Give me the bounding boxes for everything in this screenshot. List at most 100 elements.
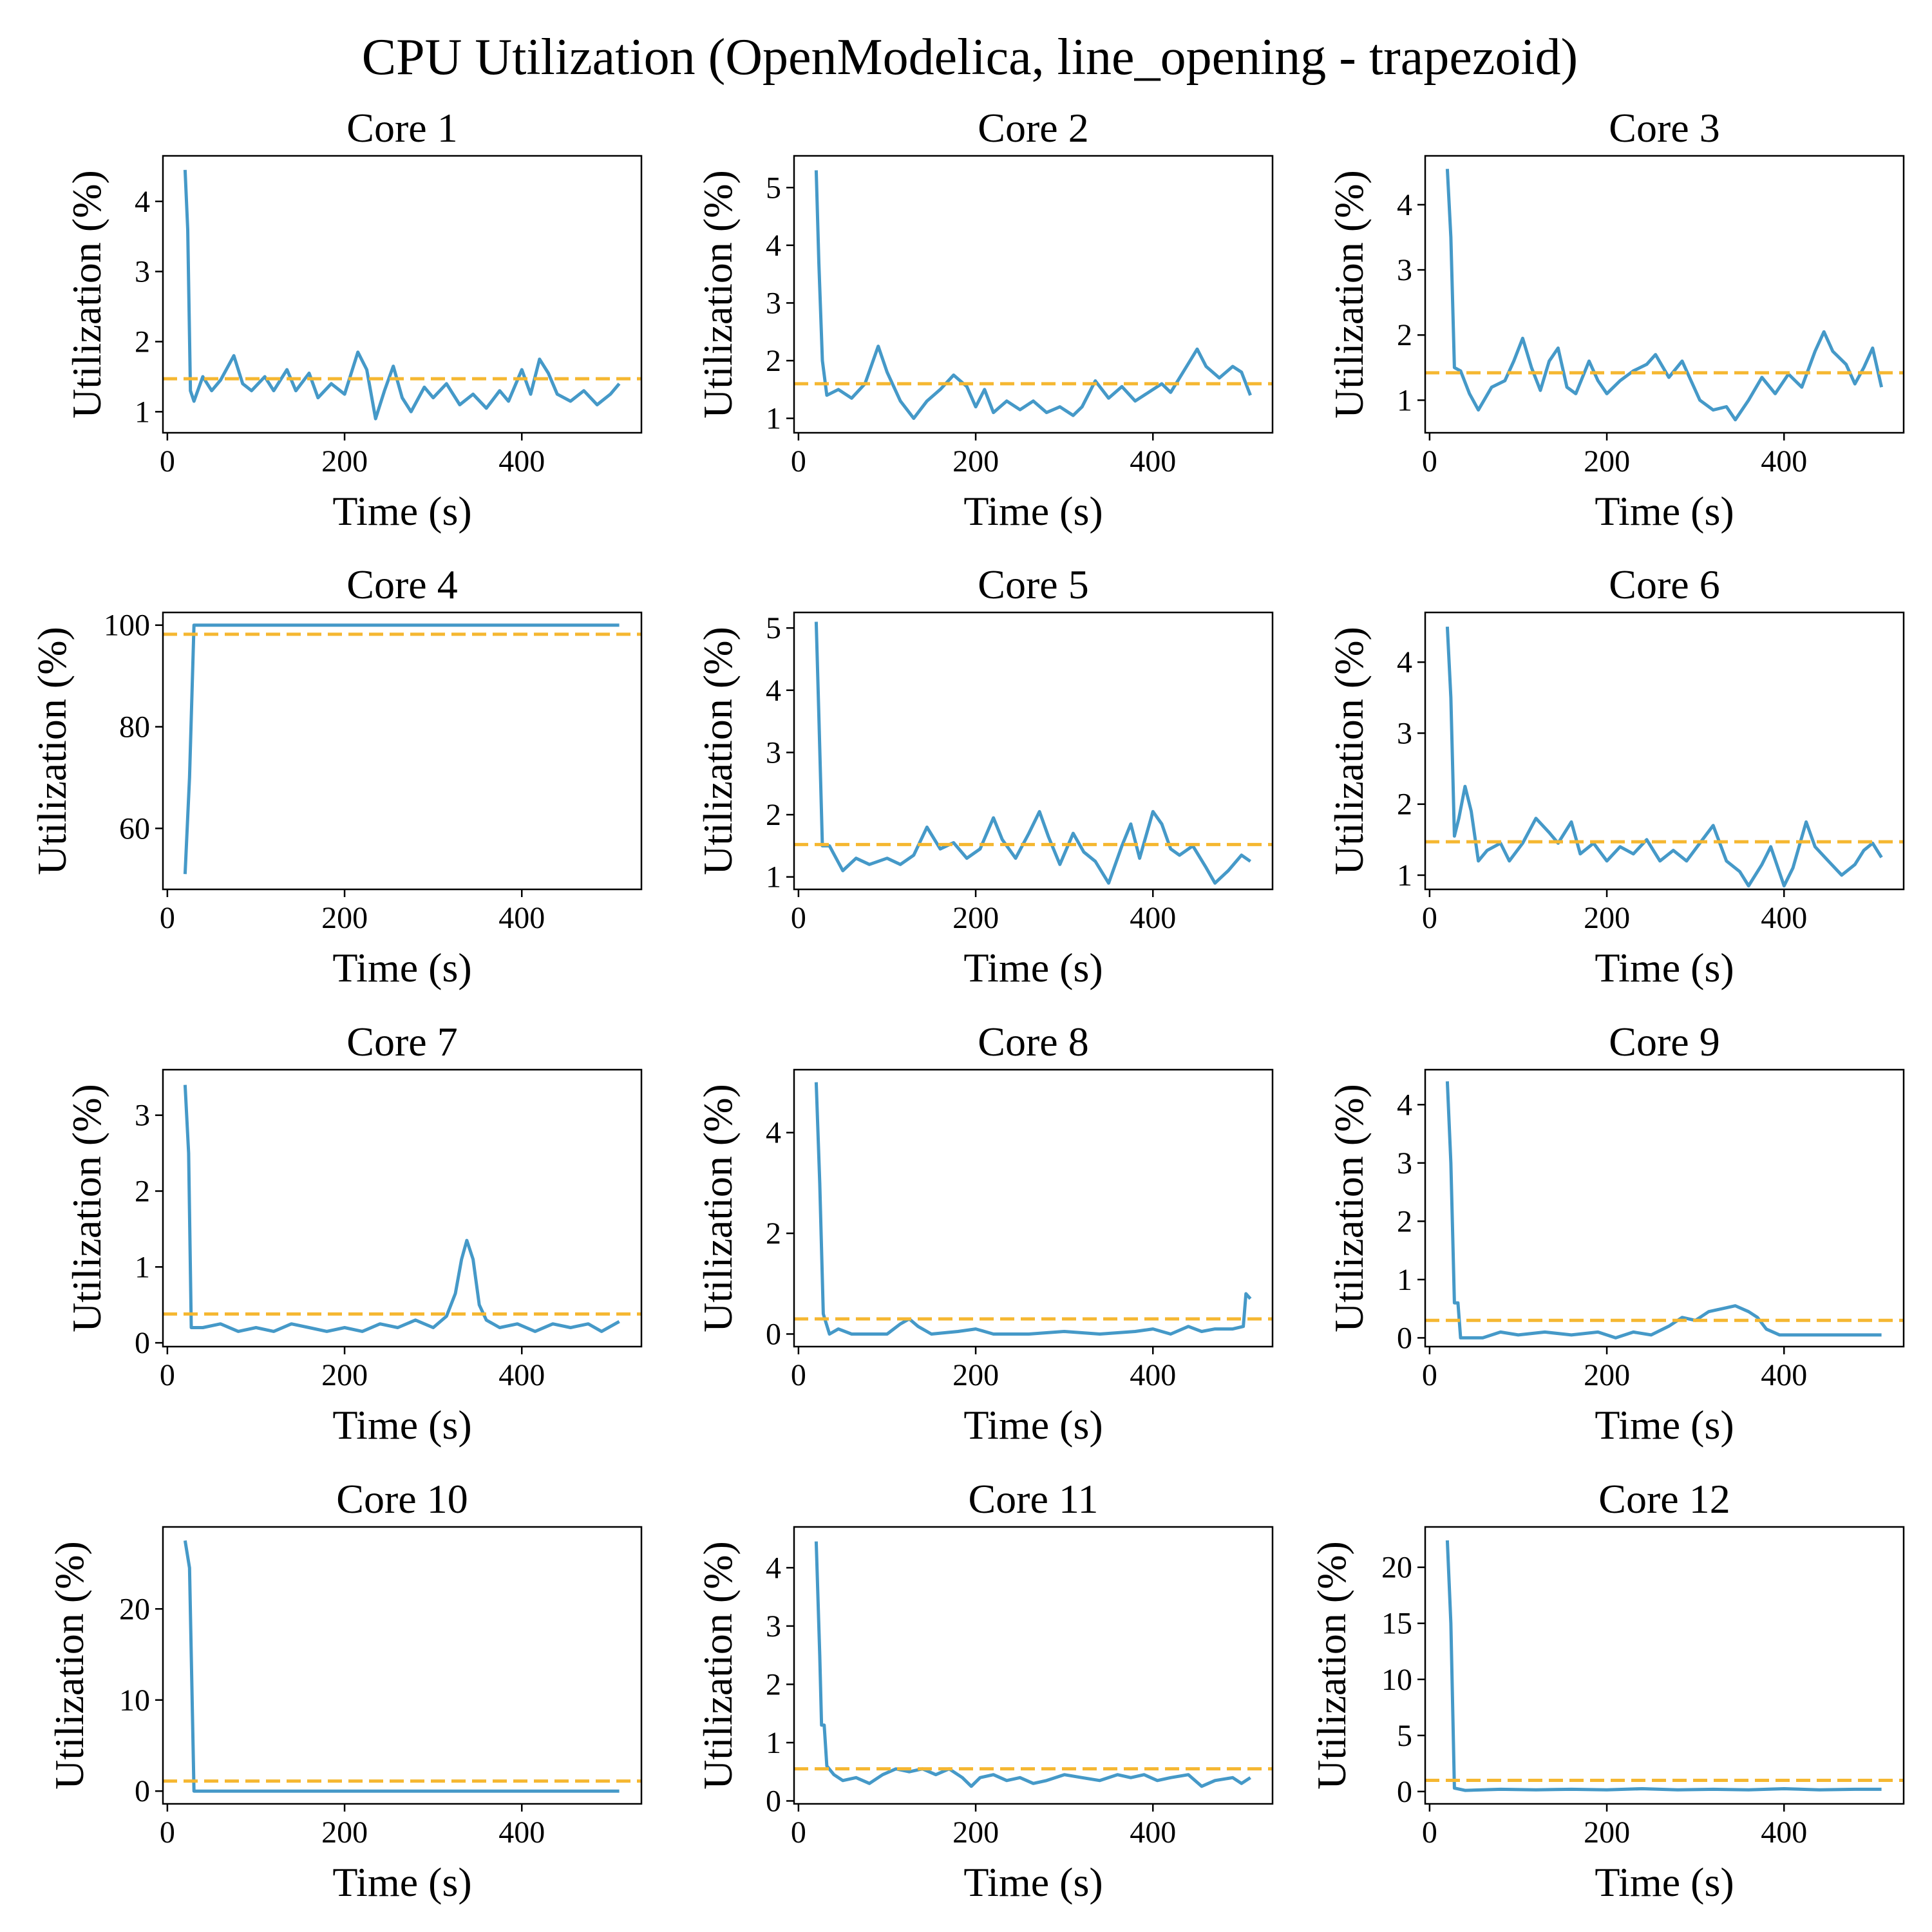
x-tick-label: 0 <box>791 1815 806 1850</box>
y-tick-label: 5 <box>766 171 781 205</box>
x-axis-label: Time (s) <box>332 1859 471 1905</box>
x-tick-label: 200 <box>952 1358 999 1392</box>
y-tick-label: 0 <box>766 1784 781 1818</box>
y-tick-label: 2 <box>766 1217 781 1251</box>
panel-title: Core 2 <box>978 105 1088 151</box>
x-axis-label: Time (s) <box>1595 1402 1734 1448</box>
core-panel: Core 8 0 200 400 0 2 4 Time (s) Utilization (%) <box>695 1019 1274 1448</box>
plot-frame <box>1424 1526 1905 1805</box>
x-axis-label: Time (s) <box>332 488 471 534</box>
x-tick-label: 200 <box>321 444 368 478</box>
y-tick-label: 2 <box>766 798 781 832</box>
y-tick-label: 0 <box>1397 1321 1412 1355</box>
y-tick-label: 100 <box>104 609 150 643</box>
x-tick-label: 0 <box>1422 1815 1437 1850</box>
y-tick-label: 0 <box>766 1317 781 1351</box>
y-tick-label: 10 <box>119 1683 150 1718</box>
y-tick-label: 60 <box>119 811 150 846</box>
y-axis-label: Utilization (%) <box>64 1084 109 1332</box>
y-tick-label: 20 <box>119 1592 150 1626</box>
y-axis-label: Utilization (%) <box>695 627 741 875</box>
plot-frame <box>162 155 643 434</box>
core-panel: Core 7 0 200 400 0 1 2 3 Time (s) Utilization (%) <box>64 1019 643 1448</box>
y-tick-label: 4 <box>766 1116 781 1150</box>
y-tick-label: 3 <box>766 286 781 320</box>
utilization-line <box>183 1540 620 1793</box>
panel-title: Core 6 <box>1609 562 1719 607</box>
x-tick-label: 400 <box>1130 901 1176 935</box>
y-axis-label: Utilization (%) <box>1326 627 1372 875</box>
y-axis-label: Utilization (%) <box>46 1541 92 1790</box>
x-axis-label: Time (s) <box>1595 488 1734 534</box>
y-tick-label: 3 <box>1397 253 1412 287</box>
utilization-line <box>1445 626 1883 887</box>
panel-title: Core 7 <box>346 1019 457 1065</box>
panel-title: Core 11 <box>968 1476 1098 1522</box>
y-tick-label: 3 <box>1397 1146 1412 1180</box>
x-tick-label: 200 <box>952 901 999 935</box>
y-tick-label: 3 <box>135 255 150 289</box>
y-axis-label: Utilization (%) <box>64 170 109 419</box>
y-tick-label: 4 <box>766 1551 781 1585</box>
x-tick-label: 200 <box>321 901 368 935</box>
core-panel: Core 5 0 200 400 1 2 3 4 5 Time (s) Utilization (%… <box>695 562 1274 990</box>
y-axis-label: Utilization (%) <box>695 1084 741 1332</box>
x-tick-label: 400 <box>1130 1815 1176 1850</box>
x-axis-label: Time (s) <box>963 1859 1103 1905</box>
x-tick-label: 200 <box>1584 1358 1630 1392</box>
core-panel: Core 12 0 200 400 0 5 10 15 20 Time (s) Utilizatio… <box>1309 1476 1905 1905</box>
x-tick-label: 0 <box>791 901 806 935</box>
x-axis-label: Time (s) <box>963 1402 1103 1448</box>
x-tick-label: 200 <box>952 1815 999 1850</box>
x-tick-label: 200 <box>1584 1815 1630 1850</box>
y-tick-label: 2 <box>135 1174 150 1208</box>
y-axis-label: Utilization (%) <box>695 1541 741 1790</box>
y-tick-label: 1 <box>766 402 781 436</box>
y-tick-label: 15 <box>1381 1607 1412 1641</box>
y-tick-label: 10 <box>1381 1663 1412 1697</box>
panel-title: Core 4 <box>346 562 457 607</box>
x-tick-label: 400 <box>1761 444 1807 478</box>
plot-frame <box>793 1068 1274 1348</box>
plot-frame <box>1424 155 1905 434</box>
x-tick-label: 0 <box>1422 444 1437 478</box>
x-tick-label: 400 <box>498 444 545 478</box>
y-tick-label: 2 <box>135 325 150 359</box>
core-panel: Core 1 0 200 400 1 2 3 4 Time (s) Utilization (%) <box>64 105 643 534</box>
x-tick-label: 400 <box>498 1358 545 1392</box>
panel-title: Core 1 <box>346 105 457 151</box>
y-tick-label: 2 <box>1397 318 1412 352</box>
y-tick-label: 4 <box>766 229 781 263</box>
x-tick-label: 400 <box>1761 1815 1807 1850</box>
x-axis-label: Time (s) <box>1595 945 1734 990</box>
x-tick-label: 0 <box>160 1358 175 1392</box>
panel-title: Core 5 <box>978 562 1088 607</box>
plot-frame <box>793 155 1274 434</box>
y-tick-label: 1 <box>766 1726 781 1760</box>
plot-frame <box>1424 1068 1905 1348</box>
core-panel: Core 10 0 200 400 0 10 20 Time (s) Utilization (… <box>46 1476 643 1905</box>
y-tick-label: 0 <box>135 1774 150 1808</box>
utilization-line <box>814 1541 1251 1788</box>
x-axis-label: Time (s) <box>332 1402 471 1448</box>
y-tick-label: 5 <box>766 611 781 645</box>
y-axis-label: Utilization (%) <box>695 170 741 419</box>
x-tick-label: 400 <box>1130 444 1176 478</box>
x-tick-label: 0 <box>160 901 175 935</box>
panel-title: Core 12 <box>1598 1476 1730 1522</box>
x-axis-label: Time (s) <box>332 945 471 990</box>
x-tick-label: 0 <box>791 444 806 478</box>
utilization-line <box>814 170 1252 421</box>
plot-frame <box>162 1068 643 1348</box>
utilization-line <box>1445 169 1884 422</box>
x-tick-label: 0 <box>160 1815 175 1850</box>
x-tick-label: 200 <box>1584 444 1630 478</box>
x-tick-label: 200 <box>952 444 999 478</box>
panel-title: Core 9 <box>1609 1019 1719 1065</box>
x-tick-label: 200 <box>1584 901 1630 935</box>
y-tick-label: 2 <box>766 344 781 378</box>
x-tick-label: 200 <box>321 1358 368 1392</box>
utilization-line <box>183 623 620 875</box>
y-axis-label: Utilization (%) <box>29 627 75 875</box>
